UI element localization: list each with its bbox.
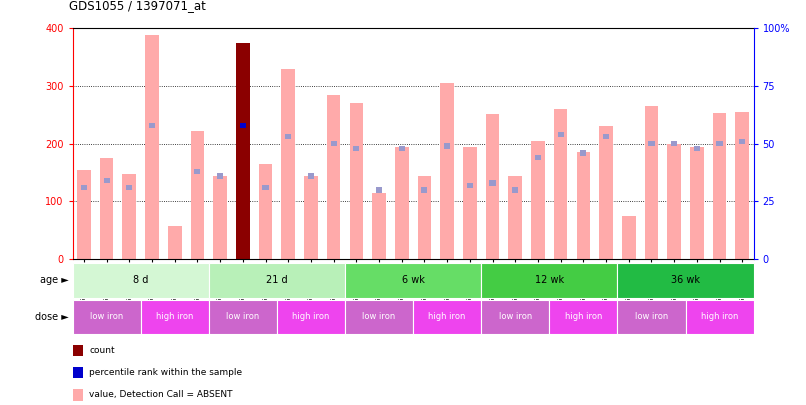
- Text: 12 wk: 12 wk: [534, 275, 564, 286]
- Bar: [353, 146, 359, 151]
- Bar: [281, 69, 295, 259]
- Bar: [648, 141, 654, 146]
- Bar: [103, 178, 110, 183]
- Text: 6 wk: 6 wk: [401, 275, 425, 286]
- Text: 8 d: 8 d: [133, 275, 148, 286]
- Bar: [554, 109, 567, 259]
- Bar: [481, 263, 617, 298]
- Bar: [263, 185, 268, 190]
- Bar: [217, 173, 223, 179]
- Bar: [690, 147, 704, 259]
- Bar: [123, 174, 136, 259]
- Bar: [259, 164, 272, 259]
- Bar: [285, 134, 291, 139]
- Bar: [558, 132, 563, 137]
- Bar: [489, 180, 496, 185]
- Bar: [194, 169, 201, 174]
- Text: high iron: high iron: [429, 312, 466, 322]
- Bar: [350, 103, 364, 259]
- Bar: [304, 175, 318, 259]
- Bar: [440, 83, 454, 259]
- Bar: [422, 188, 427, 192]
- Bar: [580, 150, 587, 156]
- Bar: [512, 188, 518, 192]
- Bar: [418, 175, 431, 259]
- Bar: [236, 43, 250, 259]
- Bar: [345, 263, 481, 298]
- Bar: [209, 300, 277, 334]
- Text: low iron: low iron: [90, 312, 123, 322]
- Bar: [127, 185, 132, 190]
- Bar: [550, 300, 617, 334]
- Text: value, Detection Call = ABSENT: value, Detection Call = ABSENT: [89, 390, 233, 399]
- Bar: [481, 300, 550, 334]
- Text: low iron: low iron: [635, 312, 668, 322]
- Bar: [399, 146, 405, 151]
- Bar: [622, 216, 636, 259]
- Bar: [395, 147, 409, 259]
- Bar: [645, 106, 659, 259]
- Bar: [140, 300, 209, 334]
- Bar: [444, 143, 451, 149]
- Bar: [345, 300, 413, 334]
- Bar: [77, 170, 91, 259]
- Bar: [326, 95, 340, 259]
- Bar: [685, 300, 754, 334]
- Text: 21 d: 21 d: [266, 275, 288, 286]
- Text: GDS1055 / 1397071_at: GDS1055 / 1397071_at: [69, 0, 206, 12]
- Bar: [214, 175, 227, 259]
- Bar: [372, 193, 386, 259]
- Text: 36 wk: 36 wk: [671, 275, 700, 286]
- Text: count: count: [89, 346, 115, 355]
- Bar: [463, 147, 476, 259]
- Bar: [617, 300, 685, 334]
- Bar: [209, 263, 345, 298]
- Bar: [467, 183, 473, 188]
- Bar: [73, 300, 140, 334]
- Text: dose ►: dose ►: [35, 312, 69, 322]
- Bar: [739, 139, 746, 144]
- Bar: [413, 300, 481, 334]
- Bar: [509, 175, 522, 259]
- Bar: [100, 158, 114, 259]
- Bar: [190, 131, 204, 259]
- Text: percentile rank within the sample: percentile rank within the sample: [89, 368, 243, 377]
- Bar: [486, 114, 500, 259]
- Bar: [603, 134, 609, 139]
- Bar: [277, 300, 345, 334]
- Bar: [149, 123, 155, 128]
- Text: low iron: low iron: [226, 312, 260, 322]
- Text: high iron: high iron: [701, 312, 738, 322]
- Bar: [531, 141, 545, 259]
- Bar: [168, 226, 181, 259]
- Text: low iron: low iron: [499, 312, 532, 322]
- Text: high iron: high iron: [156, 312, 193, 322]
- Bar: [330, 141, 337, 146]
- Bar: [576, 152, 590, 259]
- Bar: [308, 173, 314, 179]
- Bar: [535, 155, 541, 160]
- Bar: [81, 185, 87, 190]
- Bar: [145, 35, 159, 259]
- Bar: [713, 113, 726, 259]
- Bar: [671, 141, 677, 146]
- Text: high iron: high iron: [293, 312, 330, 322]
- Bar: [617, 263, 754, 298]
- Text: high iron: high iron: [565, 312, 602, 322]
- Text: low iron: low iron: [363, 312, 396, 322]
- Text: age ►: age ►: [39, 275, 69, 286]
- Bar: [239, 123, 246, 128]
- Bar: [694, 146, 700, 151]
- Bar: [717, 141, 723, 146]
- Bar: [667, 144, 681, 259]
- Bar: [599, 126, 613, 259]
- Bar: [73, 263, 209, 298]
- Bar: [735, 112, 749, 259]
- Bar: [376, 188, 382, 192]
